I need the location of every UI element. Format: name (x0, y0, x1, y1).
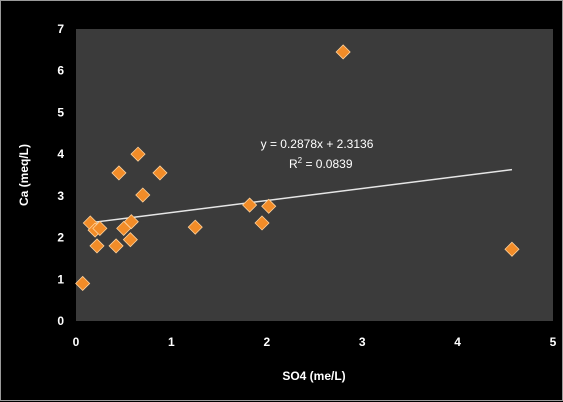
x-tick-label: 3 (359, 335, 366, 349)
x-tick-label: 4 (454, 335, 461, 349)
x-tick-label: 2 (263, 335, 270, 349)
y-tick-label: 5 (57, 105, 64, 119)
data-point (135, 187, 151, 203)
data-point (152, 165, 168, 181)
r-squared-prefix: R (289, 157, 298, 171)
trendline (90, 168, 513, 224)
y-tick-label: 0 (57, 314, 64, 328)
data-points (75, 44, 520, 292)
y-tick-label: 4 (57, 147, 64, 161)
y-tick-label: 1 (57, 272, 64, 286)
y-tick-label: 2 (57, 231, 64, 245)
data-point (123, 214, 139, 230)
plot-area (76, 29, 553, 321)
data-point (92, 220, 108, 236)
data-point (122, 232, 138, 248)
data-point (254, 215, 270, 231)
x-axis-ticks: 0 1 2 3 4 5 (73, 335, 557, 349)
r-squared-exponent: 2 (298, 156, 303, 165)
data-point (335, 44, 351, 60)
y-tick-label: 7 (57, 22, 64, 36)
y-axis-title: Ca (meq/L) (17, 144, 31, 206)
x-axis-title: SO4 (me/L) (282, 369, 345, 383)
x-tick-label: 5 (550, 335, 557, 349)
y-axis-ticks: 0 1 2 3 4 5 6 7 (57, 22, 64, 328)
data-point (504, 241, 520, 257)
data-point (75, 275, 91, 292)
x-tick-label: 1 (168, 335, 175, 349)
data-point (187, 219, 203, 235)
r-squared-value: = 0.0839 (302, 157, 353, 171)
r-squared-label: R2 = 0.0839 (289, 156, 353, 171)
x-tick-label: 0 (73, 335, 80, 349)
trendline-equation: y = 0.2878x + 2.3136 (261, 137, 374, 151)
data-point (89, 238, 105, 254)
data-point (130, 146, 146, 162)
data-point (108, 238, 124, 254)
data-point (261, 198, 277, 214)
y-tick-label: 3 (57, 189, 64, 203)
y-tick-label: 6 (57, 64, 64, 78)
data-point (111, 165, 127, 181)
data-point (242, 197, 258, 213)
